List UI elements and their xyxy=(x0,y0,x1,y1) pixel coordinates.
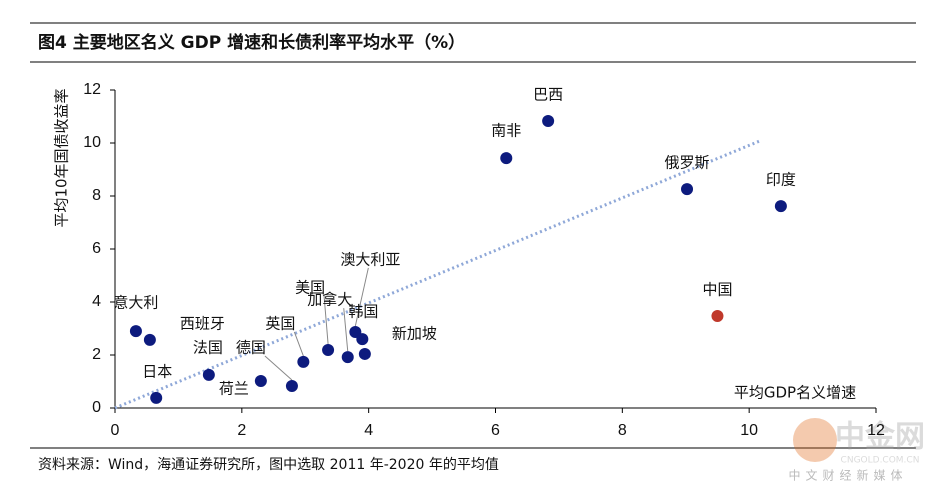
point xyxy=(681,183,694,196)
point xyxy=(341,351,354,364)
y-axis-label: 平均10年国债收益率 xyxy=(53,88,71,227)
point-label: 新加坡 xyxy=(392,324,437,342)
point-label: 法国 xyxy=(193,338,223,356)
point-label: 韩国 xyxy=(348,303,378,321)
y-tick-label: 10 xyxy=(83,134,101,151)
leader-line xyxy=(293,331,304,357)
watermark-text: 中金网 xyxy=(835,420,925,455)
x-tick-label: 10 xyxy=(740,422,758,439)
point xyxy=(254,374,267,387)
point xyxy=(129,325,142,338)
point-label: 俄罗斯 xyxy=(665,154,710,172)
x-tick-label: 2 xyxy=(237,422,246,439)
point-label: 南非 xyxy=(491,122,521,140)
point xyxy=(500,152,513,165)
point-label: 荷兰 xyxy=(219,379,249,397)
point xyxy=(358,347,371,360)
point xyxy=(542,115,555,128)
point-label: 巴西 xyxy=(533,86,563,104)
leader-line xyxy=(264,355,293,381)
x-tick-label: 12 xyxy=(867,422,885,439)
x-tick-label: 0 xyxy=(111,422,120,439)
point-label: 印度 xyxy=(766,171,796,189)
leader-line xyxy=(343,308,349,352)
source-note: 资料来源：Wind，海通证券研究所，图中选取 2011 年-2020 年的平均值 xyxy=(38,457,499,473)
watermark-text: 中文财经新媒体 xyxy=(788,468,907,483)
point xyxy=(202,368,215,381)
point xyxy=(356,333,369,346)
y-tick-label: 2 xyxy=(92,346,101,363)
leader-line xyxy=(354,267,369,327)
point-label: 日本 xyxy=(142,362,172,380)
point-label: 英国 xyxy=(265,314,295,332)
point-label: 中国 xyxy=(702,281,732,299)
point xyxy=(285,380,298,393)
point xyxy=(774,200,787,213)
trendline xyxy=(114,139,761,410)
chart-title: 图4 主要地区名义 GDP 增速和长债利率平均水平（%） xyxy=(38,32,465,53)
y-tick-label: 4 xyxy=(92,293,101,310)
point-label: 加拿大 xyxy=(307,291,352,309)
watermark-text: CNGOLD.COM.CN xyxy=(841,456,920,466)
point xyxy=(322,343,335,356)
y-tick-label: 12 xyxy=(83,81,101,98)
watermark-logo xyxy=(793,418,837,462)
point-label: 西班牙 xyxy=(180,314,225,332)
point xyxy=(150,391,163,404)
point xyxy=(711,310,724,323)
y-tick-label: 0 xyxy=(92,399,101,416)
x-tick-label: 6 xyxy=(491,422,500,439)
y-tick-label: 8 xyxy=(92,187,101,204)
y-tick-label: 6 xyxy=(92,240,101,257)
x-tick-label: 8 xyxy=(618,422,627,439)
point-label: 澳大利亚 xyxy=(340,250,400,268)
point-label: 意大利 xyxy=(113,294,158,312)
x-tick-label: 4 xyxy=(364,422,373,439)
x-axis-label: 平均GDP名义增速 xyxy=(734,384,856,402)
point xyxy=(297,355,310,368)
watermark: 中金网 CNGOLD.COM.CN xyxy=(793,418,925,466)
point-label: 美国 xyxy=(295,278,325,296)
leader-line xyxy=(323,295,329,345)
point xyxy=(143,333,156,346)
point-label: 德国 xyxy=(236,339,266,357)
